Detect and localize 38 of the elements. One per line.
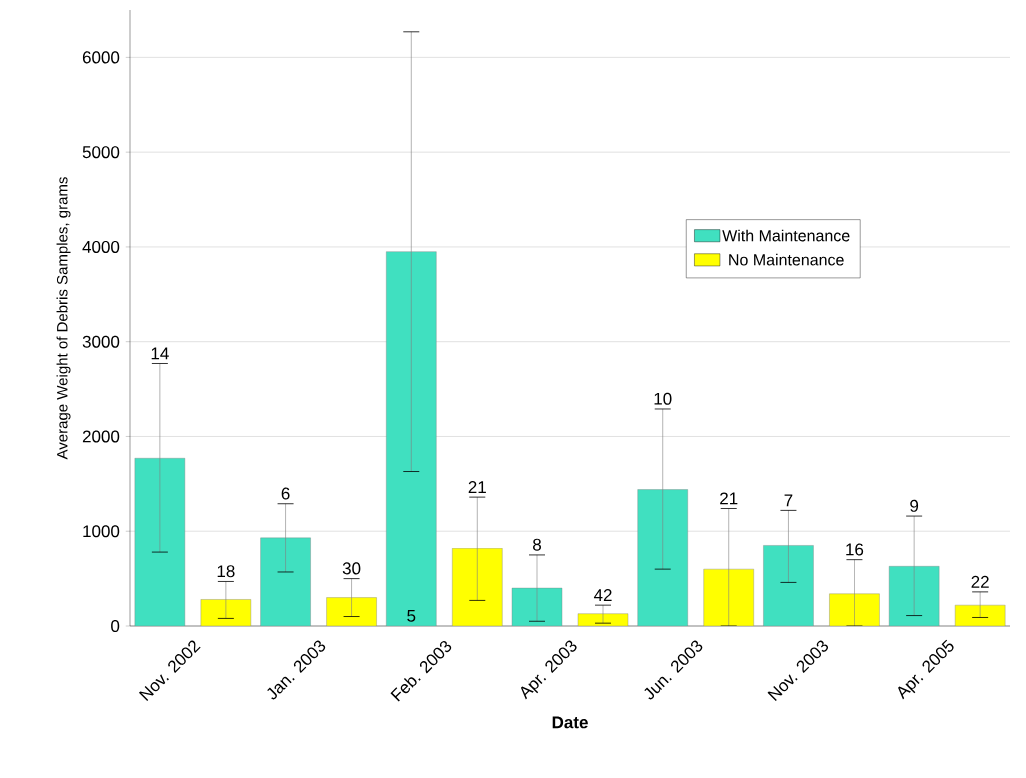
y-tick-label: 2000 bbox=[82, 430, 120, 443]
x-axis-title: Date bbox=[552, 716, 588, 729]
y-tick-label: 6000 bbox=[82, 51, 120, 64]
annotation: 21 bbox=[720, 492, 738, 505]
annotation: 9 bbox=[910, 499, 919, 512]
y-tick-label: 5000 bbox=[82, 146, 120, 159]
bar bbox=[829, 593, 880, 626]
annotation: 16 bbox=[846, 543, 864, 556]
annotation: 42 bbox=[593, 589, 612, 601]
bar bbox=[511, 587, 563, 626]
bar bbox=[888, 566, 940, 626]
annotation: 14 bbox=[151, 347, 169, 360]
annotation: 6 bbox=[281, 487, 290, 500]
bar bbox=[763, 545, 814, 626]
bar bbox=[452, 548, 503, 626]
bar bbox=[326, 597, 377, 626]
bar bbox=[703, 568, 754, 626]
annotation: 18 bbox=[217, 565, 235, 578]
annotation: 30 bbox=[342, 562, 361, 575]
annotation: 8 bbox=[533, 538, 541, 551]
legend-label: With Maintenance bbox=[722, 229, 850, 242]
y-axis-title: Average Weight of Debris Samples, grams bbox=[56, 177, 71, 460]
legend-label: No Maintenance bbox=[729, 253, 844, 266]
annotation: 5 bbox=[407, 609, 416, 622]
y-tick-label: 3000 bbox=[82, 335, 120, 348]
annotation: 10 bbox=[654, 392, 672, 405]
y-tick-label: 4000 bbox=[82, 240, 120, 253]
bar bbox=[954, 604, 1006, 626]
annotation: 7 bbox=[784, 494, 793, 507]
bar bbox=[134, 458, 186, 626]
y-tick-label: 1000 bbox=[83, 525, 120, 538]
y-tick-label: 0 bbox=[111, 619, 120, 633]
bar bbox=[386, 251, 437, 626]
bar bbox=[260, 537, 311, 626]
annotation: 22 bbox=[971, 575, 989, 588]
annotation: 21 bbox=[468, 481, 486, 493]
bar bbox=[200, 599, 252, 626]
bar bbox=[637, 489, 688, 626]
